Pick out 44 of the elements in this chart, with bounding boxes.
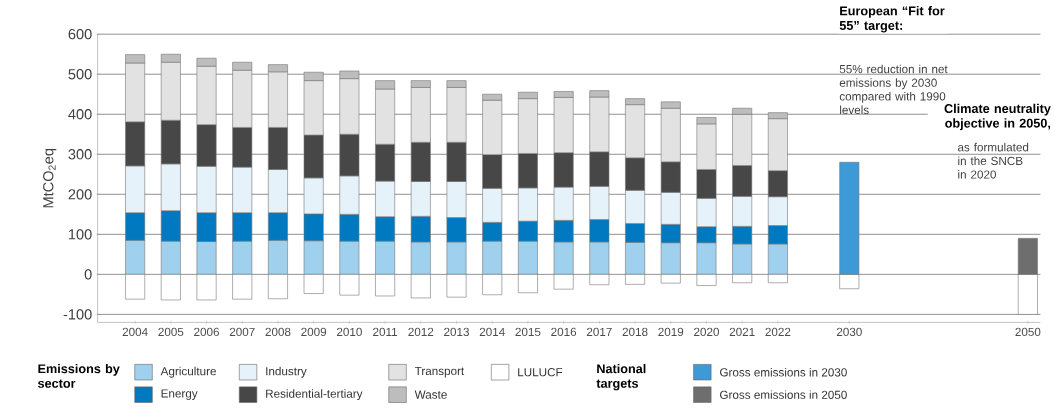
legend-label: Energy bbox=[161, 389, 198, 400]
legend-label: Agriculture bbox=[160, 366, 216, 378]
legend-label: Industry bbox=[266, 366, 307, 378]
y-tick-label: 500 bbox=[68, 68, 92, 80]
x-tick-label: 2014 bbox=[479, 327, 505, 336]
y-tick-label: 0 bbox=[84, 269, 92, 280]
y-tick-label: -100 bbox=[63, 309, 92, 320]
legend-label: Waste bbox=[414, 390, 447, 399]
legend-label: Gross emissions in 2030 bbox=[720, 367, 847, 377]
x-tick-label: 2018 bbox=[622, 327, 648, 336]
y-tick-label: 600 bbox=[68, 28, 92, 40]
x-tick-label: 2008 bbox=[265, 327, 291, 336]
x-tick-label: 2019 bbox=[658, 327, 684, 336]
annotation: Climate neutrality objective in 2050, bbox=[944, 103, 1051, 131]
x-tick-label: 2006 bbox=[194, 327, 220, 336]
x-tick-label: 2013 bbox=[444, 327, 469, 336]
x-tick-label: 2021 bbox=[729, 327, 755, 336]
legend-label: Transport bbox=[414, 366, 465, 378]
x-tick-label: 2004 bbox=[122, 327, 148, 336]
legend-title: Emissions by sector bbox=[38, 363, 120, 388]
y-tick-label: 400 bbox=[68, 108, 92, 120]
x-tick-label: 2015 bbox=[515, 327, 541, 336]
y-tick-label: 100 bbox=[68, 229, 92, 240]
text: European “Fit for 55” target: bbox=[839, 5, 945, 33]
annotation: as formulated in the SNCB in 2020 bbox=[957, 142, 1029, 179]
legend-label: Residential-tertiary bbox=[266, 389, 363, 401]
x-tick-label: 2022 bbox=[765, 327, 791, 336]
x-tick-label: 2009 bbox=[301, 327, 327, 336]
x-tick-label: 2016 bbox=[551, 327, 577, 336]
text: National targets bbox=[596, 363, 646, 391]
x-tick-label: 2017 bbox=[586, 327, 612, 336]
x-tick-label: 2020 bbox=[694, 327, 719, 336]
legend-label: Gross emissions in 2050 bbox=[720, 390, 847, 399]
y-tick-label: 300 bbox=[68, 148, 92, 160]
legend-label: LULUCF bbox=[518, 367, 563, 377]
x-tick-label: 2030 bbox=[836, 327, 862, 336]
x-tick-label: 2007 bbox=[229, 327, 255, 336]
x-tick-label: 2011 bbox=[373, 327, 398, 336]
x-tick-label: 2005 bbox=[158, 327, 184, 336]
y-tick-label: 200 bbox=[68, 189, 92, 200]
x-tick-label: 2050 bbox=[1015, 327, 1041, 336]
x-tick-label: 2012 bbox=[408, 327, 434, 336]
y-axis-title: MtCO$_{2}$eq bbox=[43, 148, 57, 208]
x-tick-label: 2010 bbox=[336, 327, 362, 336]
